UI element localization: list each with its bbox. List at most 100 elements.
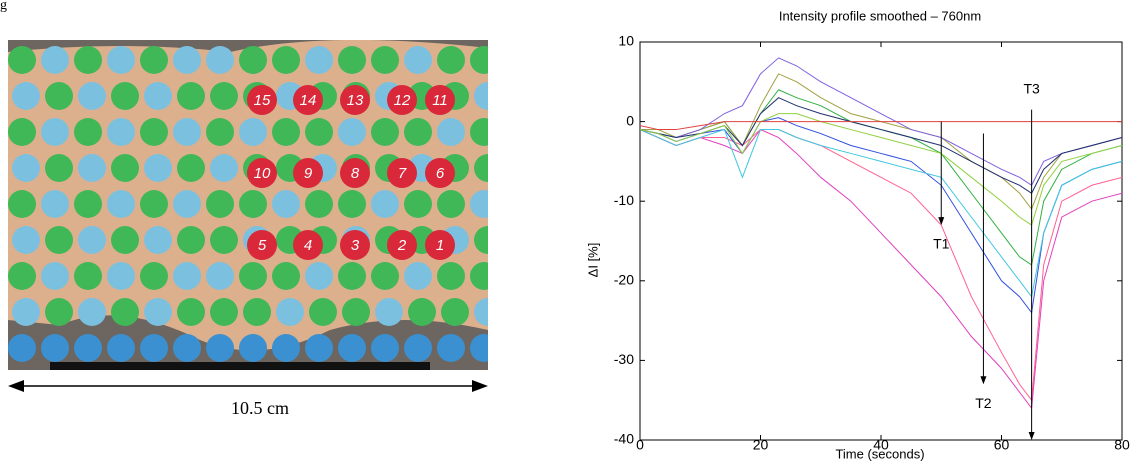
photo-dot xyxy=(470,190,498,218)
photo-dot xyxy=(107,262,135,290)
photo-dot xyxy=(111,154,139,182)
y-axis-label: ΔI [%] xyxy=(585,243,600,278)
photo-dot xyxy=(239,46,267,74)
photo-dot xyxy=(305,46,333,74)
y-tick-label: -30 xyxy=(614,351,634,367)
photo-dot xyxy=(272,334,300,362)
annotation-label: T1 xyxy=(933,236,950,252)
marker-label: 15 xyxy=(254,92,271,109)
photo-dot xyxy=(45,298,73,326)
photo-dot xyxy=(41,118,69,146)
photo-dot xyxy=(177,154,205,182)
photo-dot xyxy=(239,118,267,146)
photo-dot xyxy=(45,82,73,110)
photo-dot xyxy=(470,118,498,146)
photo-dot xyxy=(41,262,69,290)
photo-dot xyxy=(78,82,106,110)
photo-dot xyxy=(140,334,168,362)
photo-dot xyxy=(437,262,465,290)
scale-bar xyxy=(50,362,430,370)
photo-dot xyxy=(140,118,168,146)
marker-label: 11 xyxy=(432,92,448,109)
arrow-head xyxy=(472,380,488,392)
photo-dot xyxy=(470,46,498,74)
annotation-label: T3 xyxy=(1023,80,1040,96)
annotation-arrowhead xyxy=(938,217,944,225)
photo-dot xyxy=(371,190,399,218)
photo-dot xyxy=(8,46,36,74)
photo-dot xyxy=(404,262,432,290)
photo-dot xyxy=(140,262,168,290)
series-line xyxy=(640,130,1122,409)
photo-dot xyxy=(272,46,300,74)
photo-dot xyxy=(342,298,370,326)
marker-label: 8 xyxy=(351,165,360,182)
photo-dot xyxy=(144,298,172,326)
chart-title: Intensity profile smoothed – 760nm xyxy=(779,8,981,23)
photo-dot xyxy=(437,190,465,218)
photo-dot xyxy=(74,118,102,146)
annotation-arrowhead xyxy=(980,376,986,384)
photo-dot xyxy=(173,118,201,146)
photo-dot xyxy=(173,334,201,362)
photo-dot xyxy=(78,226,106,254)
y-tick-label: 0 xyxy=(626,112,634,128)
annotation-arrowhead xyxy=(1029,432,1035,440)
photo-dot xyxy=(437,118,465,146)
x-tick-label: 40 xyxy=(873,437,889,453)
photo-dot xyxy=(305,262,333,290)
photo-dot xyxy=(173,262,201,290)
photo-dot xyxy=(45,226,73,254)
annotation-label: T2 xyxy=(975,395,992,411)
photo-dot xyxy=(309,298,337,326)
photo-dot xyxy=(474,82,502,110)
photo-dot xyxy=(74,190,102,218)
photo-dot xyxy=(78,298,106,326)
figure: g 151413121110987654321 10.5 cm Intensit… xyxy=(0,0,1138,463)
scale-arrow: 10.5 cm xyxy=(8,380,488,418)
plot-frame xyxy=(640,42,1122,440)
photo-dot xyxy=(206,334,234,362)
x-tick-label: 60 xyxy=(994,437,1010,453)
photo-dot xyxy=(210,298,238,326)
photo-dot xyxy=(272,262,300,290)
photo-dot xyxy=(210,226,238,254)
photo-dot xyxy=(338,334,366,362)
photo-dot xyxy=(338,190,366,218)
y-tick-label: -40 xyxy=(614,431,634,447)
photo-dot xyxy=(144,154,172,182)
photo-dot xyxy=(8,334,36,362)
photo-dot xyxy=(404,118,432,146)
panel-label: g xyxy=(0,0,7,13)
photo-dot xyxy=(404,334,432,362)
photo-dot xyxy=(74,334,102,362)
photo-dot xyxy=(272,118,300,146)
photo-dot xyxy=(371,334,399,362)
y-tick-label: -10 xyxy=(614,192,634,208)
marker-label: 3 xyxy=(351,237,360,254)
photo-dot xyxy=(206,262,234,290)
photo-dot xyxy=(408,298,436,326)
photo-dot xyxy=(177,82,205,110)
photo-dot xyxy=(305,190,333,218)
photo-dot xyxy=(437,334,465,362)
photo-dot xyxy=(239,262,267,290)
photo-dot xyxy=(41,190,69,218)
photo-dot xyxy=(111,298,139,326)
y-tick-label: -20 xyxy=(614,272,634,288)
photo-dot xyxy=(140,190,168,218)
photo-dot xyxy=(470,262,498,290)
photo-dot xyxy=(243,298,271,326)
photo-dot xyxy=(173,190,201,218)
photo-dot xyxy=(74,262,102,290)
marker-label: 10 xyxy=(254,165,271,182)
photo-dot xyxy=(206,46,234,74)
photo-dot xyxy=(470,334,498,362)
photo-dot xyxy=(12,298,40,326)
photo-dot xyxy=(45,154,73,182)
x-tick-label: 20 xyxy=(753,437,769,453)
photo-dot xyxy=(8,118,36,146)
photo-dot xyxy=(206,118,234,146)
marker-label: 13 xyxy=(347,92,364,109)
photo-dot xyxy=(404,190,432,218)
